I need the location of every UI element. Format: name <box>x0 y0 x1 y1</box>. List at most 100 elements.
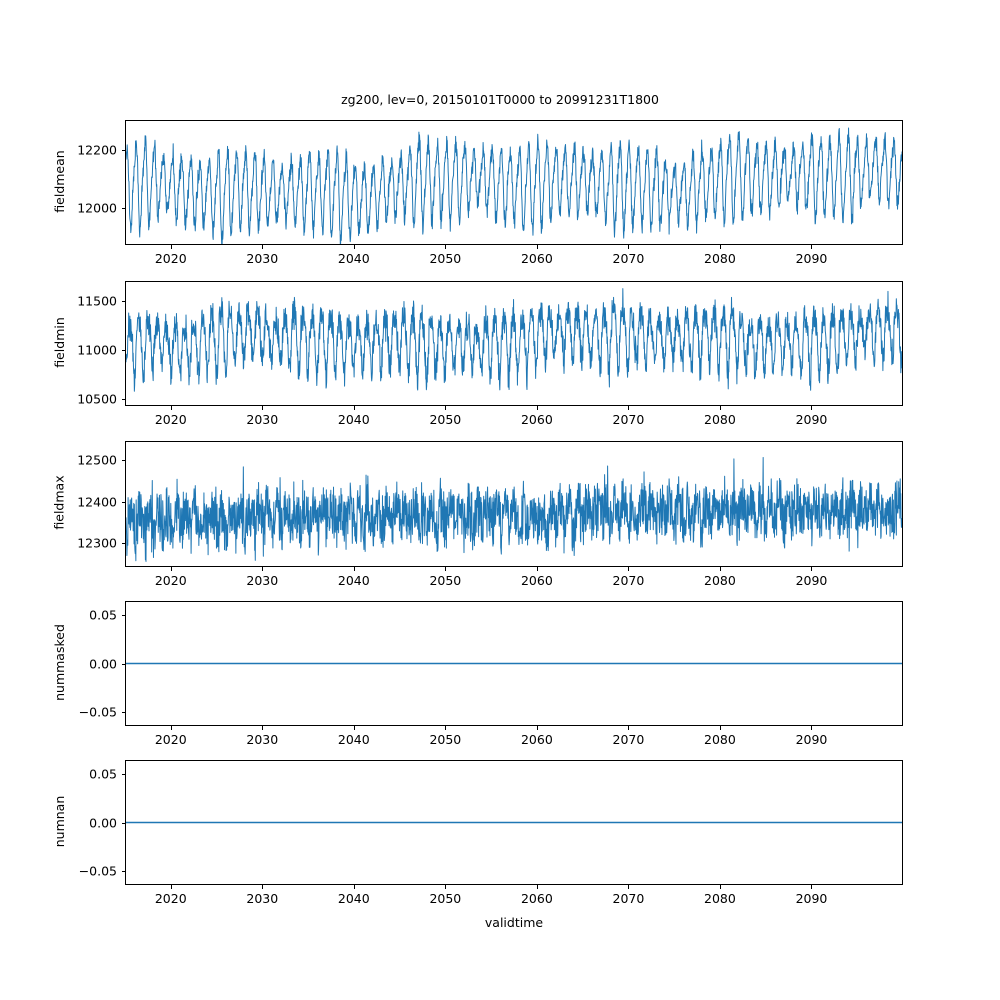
ytick-mark-fieldmin-1 <box>121 349 125 351</box>
xtick-label-fieldmin-4: 2060 <box>520 412 553 427</box>
xtick-label-fieldmax-3: 2050 <box>429 573 462 588</box>
xtick-label-fieldmean-4: 2060 <box>520 251 553 266</box>
ytick-mark-fieldmax-2 <box>121 460 125 462</box>
plot-area-fieldmax <box>125 441 903 567</box>
series-fieldmin <box>126 288 902 392</box>
xtick-mark-nummasked-2 <box>353 726 355 730</box>
xtick-mark-fieldmax-3 <box>445 567 447 571</box>
ytick-label-nummasked-2: 0.05 <box>89 607 117 623</box>
ylabel-fieldmax: fieldmax <box>51 475 67 530</box>
xtick-mark-fieldmin-4 <box>536 406 538 410</box>
xtick-label-fieldmax-7: 2090 <box>795 573 828 588</box>
ytick-mark-numnan-0 <box>121 870 125 872</box>
xtick-label-fieldmean-0: 2020 <box>154 251 187 266</box>
xtick-label-fieldmean-1: 2030 <box>246 251 279 266</box>
xtick-label-fieldmin-6: 2080 <box>704 412 736 427</box>
xtick-mark-nummasked-6 <box>719 726 721 730</box>
ytick-mark-numnan-1 <box>121 822 125 824</box>
xtick-mark-nummasked-3 <box>445 726 447 730</box>
xtick-mark-numnan-5 <box>628 885 630 889</box>
ytick-mark-fieldmin-0 <box>121 399 125 401</box>
xtick-label-nummasked-1: 2030 <box>246 732 279 747</box>
xtick-label-numnan-0: 2020 <box>154 891 187 906</box>
ylabel-numnan: numnan <box>51 795 67 847</box>
series-nummasked <box>126 662 902 665</box>
plot-area-numnan <box>125 760 903 885</box>
ytick-mark-fieldmean-0 <box>121 208 125 210</box>
ytick-mark-nummasked-0 <box>121 711 125 713</box>
xtick-mark-fieldmax-2 <box>353 567 355 571</box>
xtick-mark-nummasked-1 <box>262 726 264 730</box>
ytick-mark-fieldmin-2 <box>121 300 125 302</box>
xtick-label-nummasked-7: 2090 <box>795 732 828 747</box>
xtick-mark-numnan-2 <box>353 885 355 889</box>
xtick-label-fieldmax-1: 2030 <box>246 573 279 588</box>
ylabel-fieldmean: fieldmean <box>51 149 67 213</box>
ytick-label-nummasked-1: 0.00 <box>89 656 117 671</box>
ytick-label-fieldmin-0: 10500 <box>77 391 117 407</box>
series-fieldmax <box>126 456 902 562</box>
xtick-label-fieldmin-3: 2050 <box>429 412 462 427</box>
ytick-label-nummasked-0: −0.05 <box>78 704 117 720</box>
ytick-label-fieldmax-0: 12300 <box>77 535 117 551</box>
ytick-label-fieldmax-1: 12400 <box>77 494 117 510</box>
series-fieldmean <box>126 127 902 244</box>
xtick-label-fieldmean-6: 2080 <box>704 251 736 266</box>
xtick-mark-fieldmean-4 <box>536 245 538 249</box>
xtick-mark-fieldmin-3 <box>445 406 447 410</box>
ytick-label-fieldmean-1: 12200 <box>77 142 117 158</box>
ylabel-nummasked: nummasked <box>51 623 67 701</box>
xtick-label-fieldmin-0: 2020 <box>154 412 187 427</box>
xtick-label-numnan-4: 2060 <box>520 891 553 906</box>
xtick-mark-fieldmin-6 <box>719 406 721 410</box>
xtick-label-fieldmax-2: 2040 <box>337 573 370 588</box>
xtick-mark-fieldmin-0 <box>170 406 172 410</box>
xtick-label-fieldmin-7: 2090 <box>795 412 828 427</box>
figure-title: zg200, lev=0, 20150101T0000 to 20991231T… <box>341 92 659 107</box>
xtick-label-numnan-1: 2030 <box>246 891 279 906</box>
data-line <box>126 127 902 244</box>
xtick-mark-fieldmean-2 <box>353 245 355 249</box>
xtick-label-fieldmax-5: 2070 <box>612 573 645 588</box>
xtick-mark-fieldmin-1 <box>262 406 264 410</box>
xtick-mark-fieldmin-5 <box>628 406 630 410</box>
xtick-label-fieldmax-6: 2080 <box>704 573 736 588</box>
ytick-label-numnan-2: 0.05 <box>89 766 117 782</box>
xlabel: validtime <box>484 915 544 930</box>
xtick-label-fieldmean-3: 2050 <box>429 251 462 266</box>
xtick-label-fieldmean-7: 2090 <box>795 251 828 266</box>
xtick-label-nummasked-4: 2060 <box>520 732 553 747</box>
xtick-label-nummasked-3: 2050 <box>429 732 462 747</box>
xtick-mark-fieldmin-2 <box>353 406 355 410</box>
series-numnan <box>126 821 902 824</box>
ytick-mark-fieldmax-0 <box>121 543 125 545</box>
xtick-label-numnan-7: 2090 <box>795 891 828 906</box>
xtick-label-fieldmin-1: 2030 <box>246 412 279 427</box>
data-line <box>126 288 902 392</box>
xtick-mark-fieldmax-4 <box>536 567 538 571</box>
xtick-mark-nummasked-4 <box>536 726 538 730</box>
xtick-mark-fieldmax-6 <box>719 567 721 571</box>
xtick-label-nummasked-2: 2040 <box>337 732 370 747</box>
ytick-label-fieldmin-2: 11500 <box>77 293 117 309</box>
xtick-label-fieldmean-2: 2040 <box>337 251 370 266</box>
xtick-mark-fieldmin-7 <box>811 406 813 410</box>
ytick-mark-numnan-2 <box>121 774 125 776</box>
xtick-label-fieldmin-2: 2040 <box>337 412 370 427</box>
xtick-label-nummasked-6: 2080 <box>704 732 736 747</box>
xtick-label-nummasked-0: 2020 <box>154 732 187 747</box>
ytick-mark-fieldmean-1 <box>121 149 125 151</box>
data-line <box>126 456 902 562</box>
xtick-mark-fieldmax-7 <box>811 567 813 571</box>
xtick-mark-fieldmax-5 <box>628 567 630 571</box>
xtick-mark-numnan-3 <box>445 885 447 889</box>
xtick-label-numnan-5: 2070 <box>612 891 645 906</box>
xtick-mark-fieldmax-0 <box>170 567 172 571</box>
xtick-label-nummasked-5: 2070 <box>612 732 645 747</box>
ytick-label-fieldmean-0: 12000 <box>77 200 117 216</box>
ytick-label-numnan-1: 0.00 <box>89 815 117 830</box>
ytick-mark-fieldmax-1 <box>121 501 125 503</box>
plot-area-fieldmean <box>125 120 903 245</box>
xtick-mark-nummasked-7 <box>811 726 813 730</box>
xtick-label-fieldmean-5: 2070 <box>612 251 645 266</box>
